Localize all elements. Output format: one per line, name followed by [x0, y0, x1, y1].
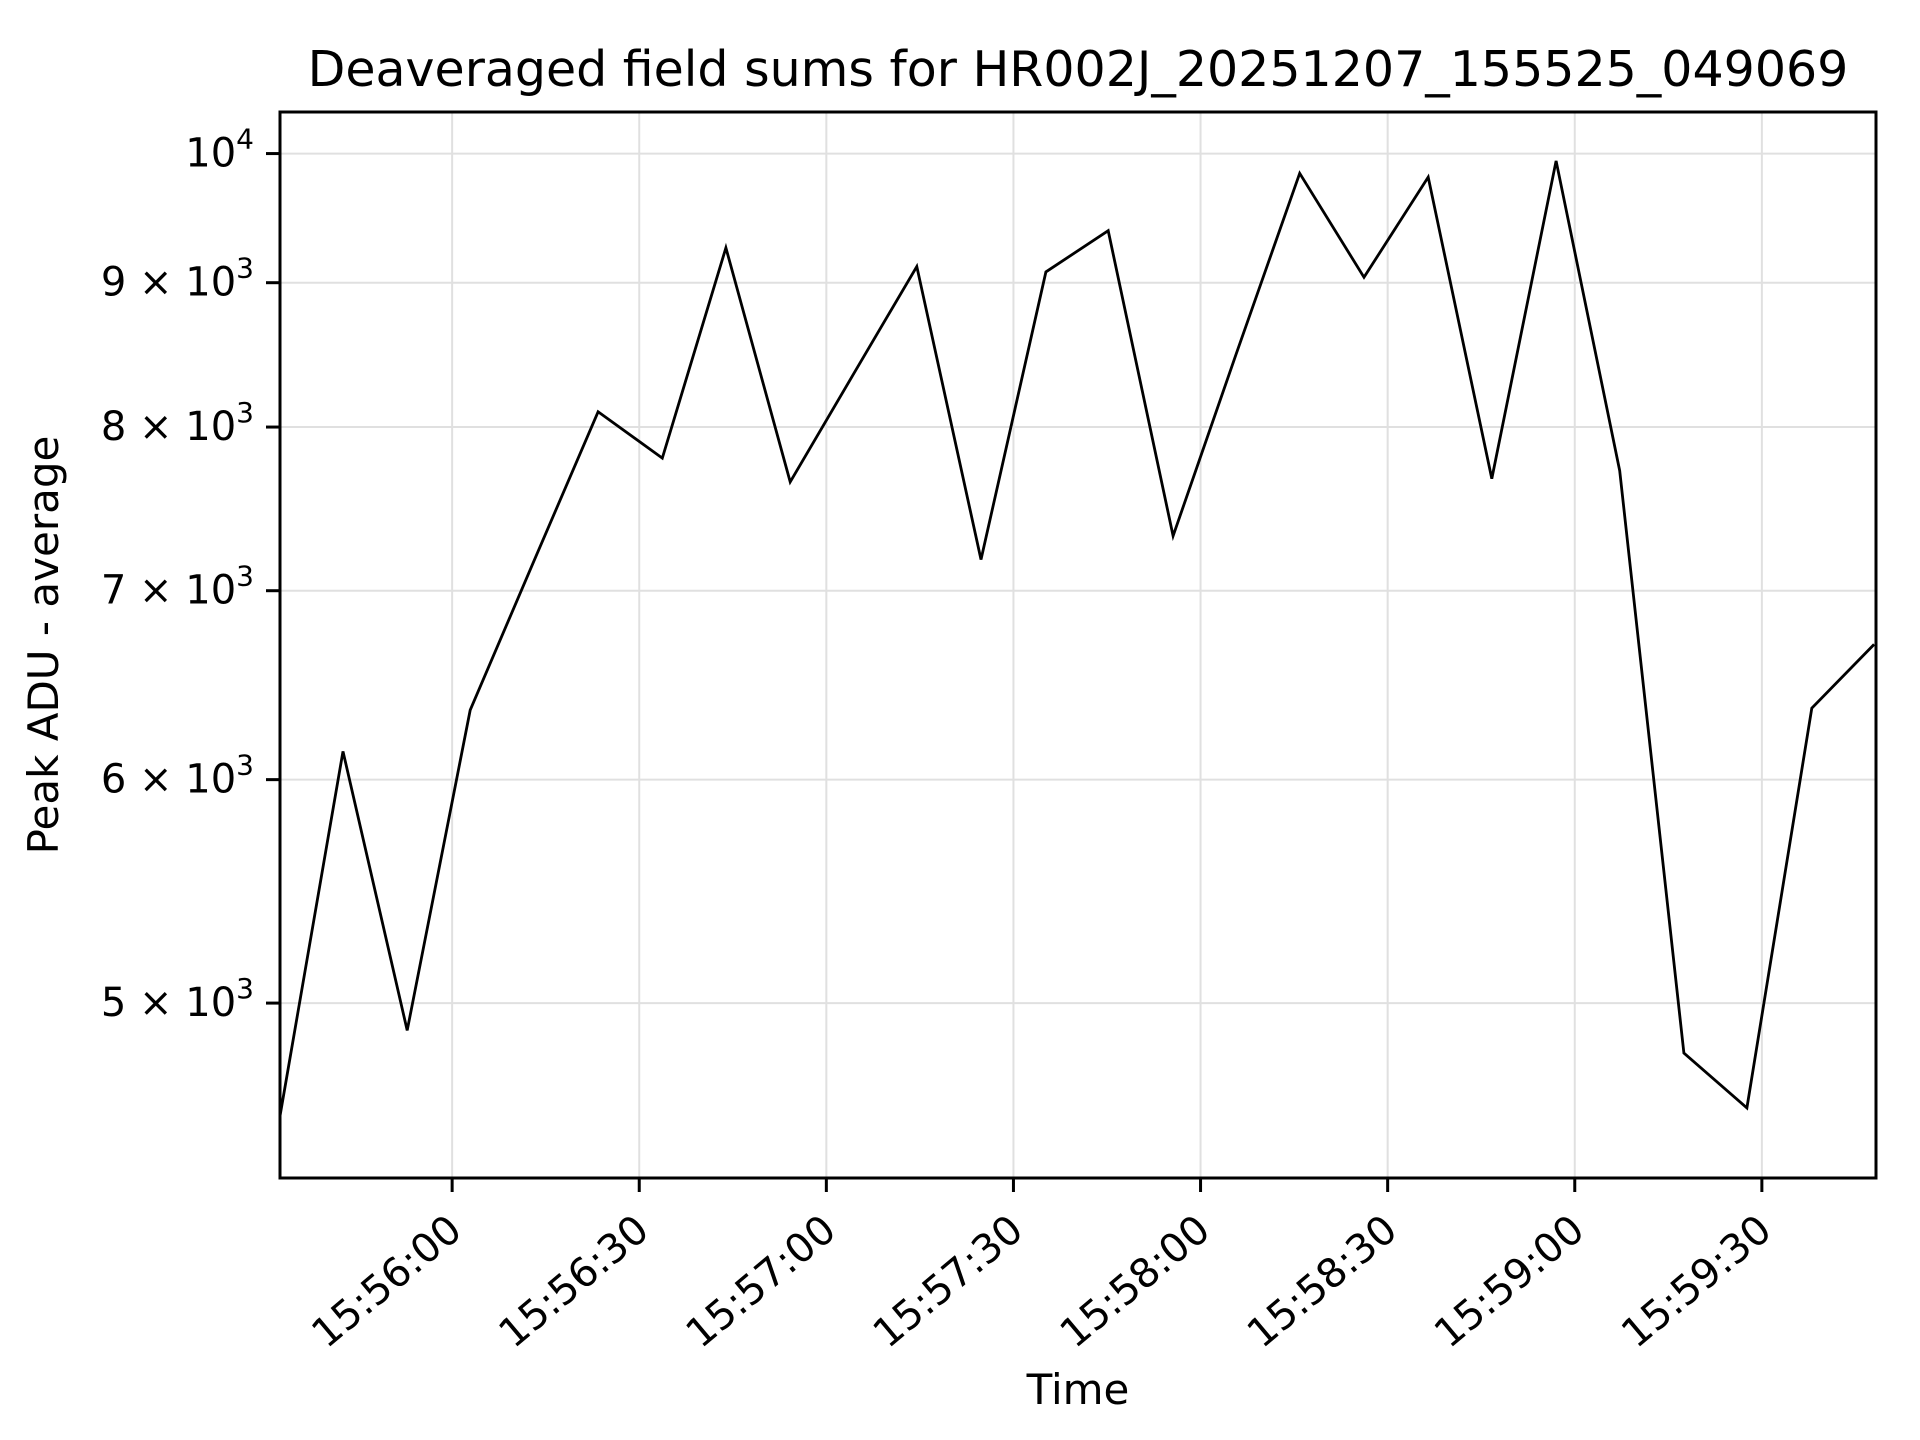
x-tick-label: 15:59:00 [1426, 1206, 1593, 1357]
axis-ticks [266, 152, 1764, 1192]
chart-title: Deaveraged field sums for HR002J_2025120… [308, 41, 1849, 98]
y-tick-label: 104 [185, 123, 254, 177]
x-gridlines [451, 112, 1763, 1178]
x-tick-label: 15:57:30 [865, 1206, 1032, 1357]
x-tick-label: 15:58:00 [1052, 1206, 1219, 1357]
y-tick-label: 9 × 103 [101, 252, 254, 306]
x-axis-label: Time [1026, 1365, 1130, 1414]
x-tick-label: 15:57:00 [678, 1206, 845, 1357]
y-tick-labels: 104 9 × 103 8 × 103 7 × 103 6 × 103 5 × 103 [101, 123, 254, 1027]
x-tick-label: 15:56:30 [490, 1206, 657, 1357]
y-tick-label: 8 × 103 [101, 396, 254, 450]
y-tick-label: 5 × 103 [101, 972, 254, 1026]
x-tick-labels: 15:56:00 15:56:30 15:57:00 15:57:30 15:58:00… [303, 1206, 1780, 1357]
data-series [278, 160, 1876, 1117]
y-axis-label: Peak ADU - average [19, 436, 68, 855]
plot-area-border [278, 110, 1878, 1180]
x-tick-label: 15:59:30 [1613, 1206, 1780, 1357]
y-tick-label: 7 × 103 [101, 560, 254, 614]
y-gridlines [280, 152, 1876, 1005]
x-tick-label: 15:56:00 [303, 1206, 470, 1357]
x-tick-label: 15:58:30 [1239, 1206, 1406, 1357]
y-tick-label: 6 × 103 [101, 749, 254, 803]
data-series-line [278, 160, 1876, 1117]
